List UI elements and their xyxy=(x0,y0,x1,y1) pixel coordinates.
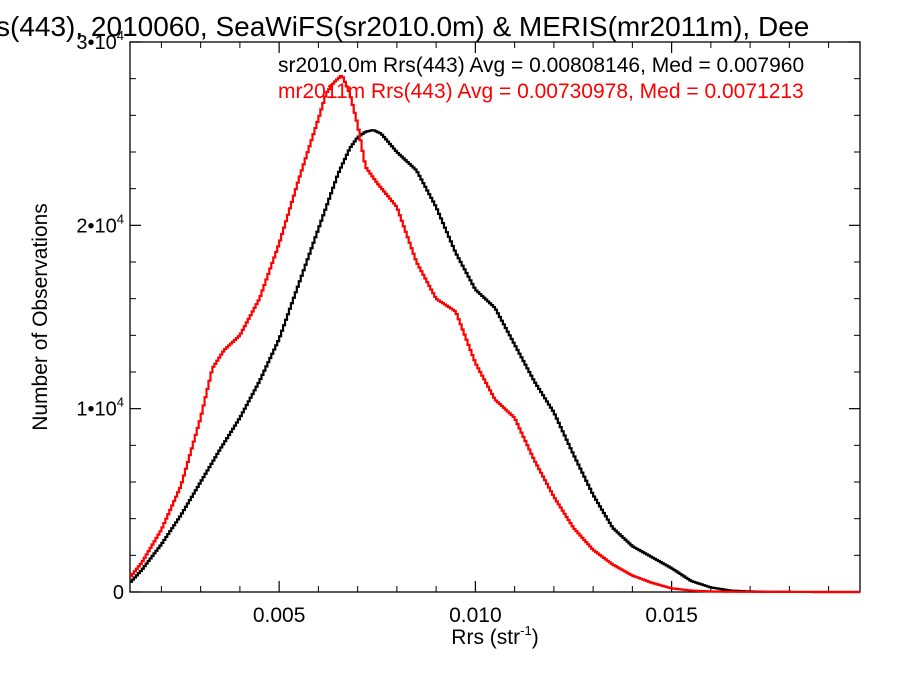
x-tick-label-0: 0.005 xyxy=(253,604,306,627)
axis-ticks: 0.005 0.010 0.015 0 1•104 2•104 3•104 xyxy=(76,28,860,627)
x-axis-label: Rrs (str-1) xyxy=(451,623,538,649)
y-tick-label-3: 3•104 xyxy=(76,28,124,54)
series-annotation-sr2010: sr2010.0m Rrs(443) Avg = 0.00808146, Med… xyxy=(278,54,804,77)
series-annotation-mr2011: mr2011m Rrs(443) Avg = 0.00730978, Med =… xyxy=(278,80,804,103)
x-axis-label-text: Rrs (str xyxy=(451,626,520,649)
x-axis-label-close: ) xyxy=(532,626,539,649)
y-tick-label-2: 2•104 xyxy=(76,211,124,237)
series-layer xyxy=(130,74,860,594)
x-axis-label-superscript: -1 xyxy=(520,623,532,638)
series-line-sr2010.0m xyxy=(130,129,860,594)
chart-title: s(443), 2010060, SeaWiFS(sr2010.0m) & ME… xyxy=(0,11,809,42)
series-line-mr2011m xyxy=(130,74,860,594)
x-tick-label-1: 0.010 xyxy=(449,604,502,627)
x-tick-label-2: 0.015 xyxy=(645,604,698,627)
y-tick-label-0: 0 xyxy=(113,582,124,604)
plot-frame xyxy=(129,41,861,593)
y-axis-label: Number of Observations xyxy=(29,203,52,431)
y-tick-label-1: 1•104 xyxy=(76,395,124,421)
